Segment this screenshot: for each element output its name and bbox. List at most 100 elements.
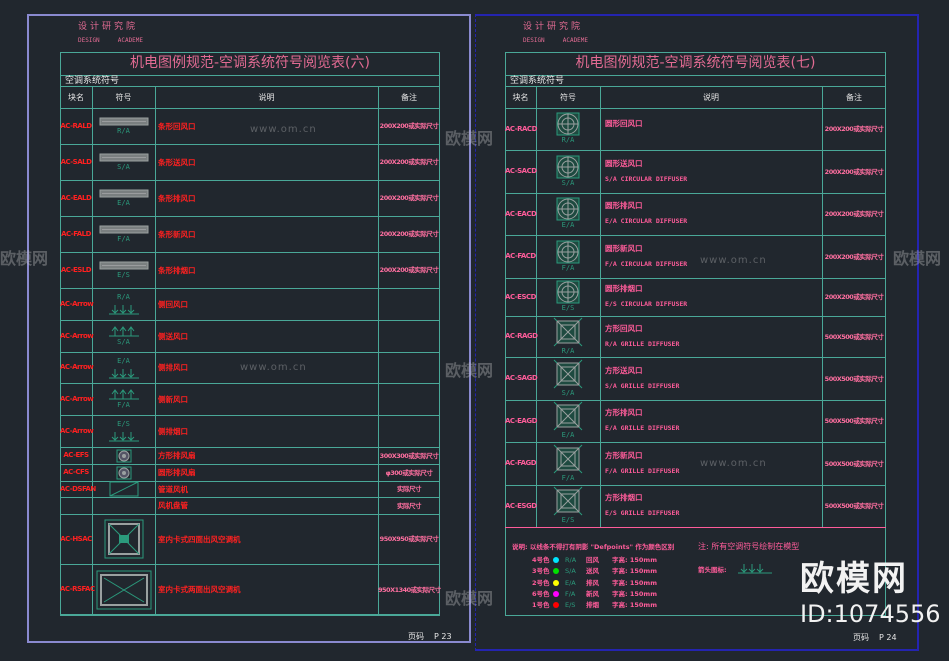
block-name: AC-CFS: [63, 468, 89, 476]
column-header: 说明: [258, 93, 275, 102]
remark: 500X500或实际尺寸: [824, 459, 884, 468]
description: 条形回风口: [158, 121, 196, 131]
arrow-down-symbol-icon: [107, 302, 141, 316]
block-name: AC-SALD: [60, 157, 92, 166]
description: 条形新风口: [158, 229, 196, 239]
column-divider: [92, 86, 93, 615]
block-name: AC-Arrow: [60, 426, 94, 435]
row-divider: [60, 447, 440, 448]
symbol-label: E/A: [561, 431, 575, 439]
description: 室内卡式两面出风空调机: [158, 585, 241, 594]
description-en: F/A CIRCULAR DIFFUSER: [605, 259, 688, 268]
row-divider: [505, 235, 886, 236]
description-en: F/A GRILLE DIFFUSER: [605, 466, 680, 475]
description: 圆形送风口: [605, 158, 643, 168]
symbol-label: R/A: [561, 346, 575, 355]
symbol-label: S/A: [561, 178, 575, 187]
remark: 200X200或实际尺寸: [379, 194, 439, 202]
symbol-label: F/A: [117, 234, 130, 243]
bar-symbol-icon: [98, 224, 150, 235]
remark: 200X200或实际尺寸: [379, 266, 439, 274]
row-divider: [60, 180, 440, 181]
description: 管道风机: [158, 484, 188, 494]
round-symbol-icon: [556, 240, 580, 264]
row-divider: [505, 316, 886, 317]
square-symbol-icon: [553, 359, 583, 389]
symbol-label: S/A: [117, 162, 130, 171]
description: 条形排烟口: [158, 265, 196, 275]
round-symbol-icon: [556, 197, 580, 221]
block-name: AC-EFS: [63, 451, 89, 459]
block-name: AC-ESGD: [505, 501, 537, 510]
bar-symbol-icon: [98, 188, 150, 199]
remark: φ300或实际尺寸: [385, 468, 433, 477]
description: 圆形排风口: [605, 201, 643, 210]
fan-symbol-icon: [116, 466, 132, 480]
row-divider: [505, 75, 886, 76]
symbol-label: F/A: [117, 401, 130, 409]
row-divider: [60, 288, 440, 289]
academy-name-en: DESIGN ACADEME: [523, 37, 589, 44]
column-header: 备注: [846, 93, 862, 102]
round-symbol-icon: [556, 112, 580, 136]
arrow-label: 箭头图标:: [698, 566, 727, 574]
row-divider: [505, 150, 886, 151]
legend-type: 排风: [586, 578, 599, 587]
description: 方形新风口: [605, 450, 643, 460]
row-divider: [505, 108, 886, 109]
color-dot-icon: [553, 568, 559, 575]
arrow-down-symbol-icon: [107, 366, 141, 380]
color-dot-icon: [553, 557, 559, 563]
symbol-label: E/A: [117, 198, 130, 207]
block-name: AC-Arrow: [60, 299, 94, 308]
symbol-label: S/A: [561, 388, 575, 397]
description: 圆形新风口: [605, 243, 643, 253]
color-dot-icon: [553, 602, 559, 609]
legend-text-height: 字高: 150mm: [612, 556, 657, 564]
block-name: AC-Arrow: [60, 363, 94, 371]
row-divider: [60, 86, 440, 87]
row-divider: [505, 400, 886, 401]
block-name: AC-FAGD: [505, 459, 537, 467]
description-en: E/S GRILLE DIFFUSER: [605, 509, 680, 517]
description: 室内卡式四面出风空调机: [158, 534, 241, 544]
block-name: AC-EACD: [505, 209, 537, 218]
row-divider: [60, 514, 440, 515]
fcu-symbol-icon: [109, 481, 139, 497]
description-en: E/S CIRCULAR DIFFUSER: [605, 300, 688, 308]
description: 方形排风扇: [158, 451, 196, 460]
description: 圆形回风口: [605, 119, 643, 128]
round-symbol-icon: [556, 155, 580, 179]
symbol-label: R/A: [117, 126, 130, 135]
symbol-label: E/S: [561, 304, 575, 312]
row-divider: [60, 497, 440, 498]
page-number: P 23: [434, 632, 452, 641]
bar-symbol-icon: [98, 260, 150, 271]
legend-color-name: 4号色: [532, 556, 550, 564]
description: 圆形排烟口: [605, 284, 643, 293]
remark: 500X500或实际尺寸: [824, 502, 884, 510]
legend-label: R/A: [565, 556, 577, 564]
description: 方形送风口: [605, 365, 643, 375]
symbol-label: F/A: [561, 263, 575, 272]
row-divider: [505, 278, 886, 279]
legend-text-height: 字高: 150mm: [612, 578, 657, 587]
arrow-down-symbol-icon: [107, 429, 141, 443]
page-label: 页码: [853, 633, 869, 642]
row-divider: [505, 357, 886, 358]
block-name: AC-FACD: [505, 252, 536, 260]
column-divider: [536, 86, 537, 527]
description-en: S/A GRILLE DIFFUSER: [605, 381, 680, 390]
description: 侧排风口: [158, 363, 188, 372]
column-header: 符号: [115, 93, 132, 102]
column-divider: [378, 86, 379, 615]
round-symbol-icon: [556, 280, 580, 304]
square-symbol-icon: [553, 486, 583, 516]
legend-label: E/A: [565, 578, 576, 587]
symbol-label: E/S: [561, 516, 575, 524]
arrow-legend-icon: [736, 561, 774, 575]
academy-name-en: DESIGN ACADEME: [78, 37, 144, 44]
column-header: 说明: [703, 93, 719, 102]
column-header: 备注: [401, 93, 417, 102]
block-name: AC-RALD: [60, 121, 92, 130]
